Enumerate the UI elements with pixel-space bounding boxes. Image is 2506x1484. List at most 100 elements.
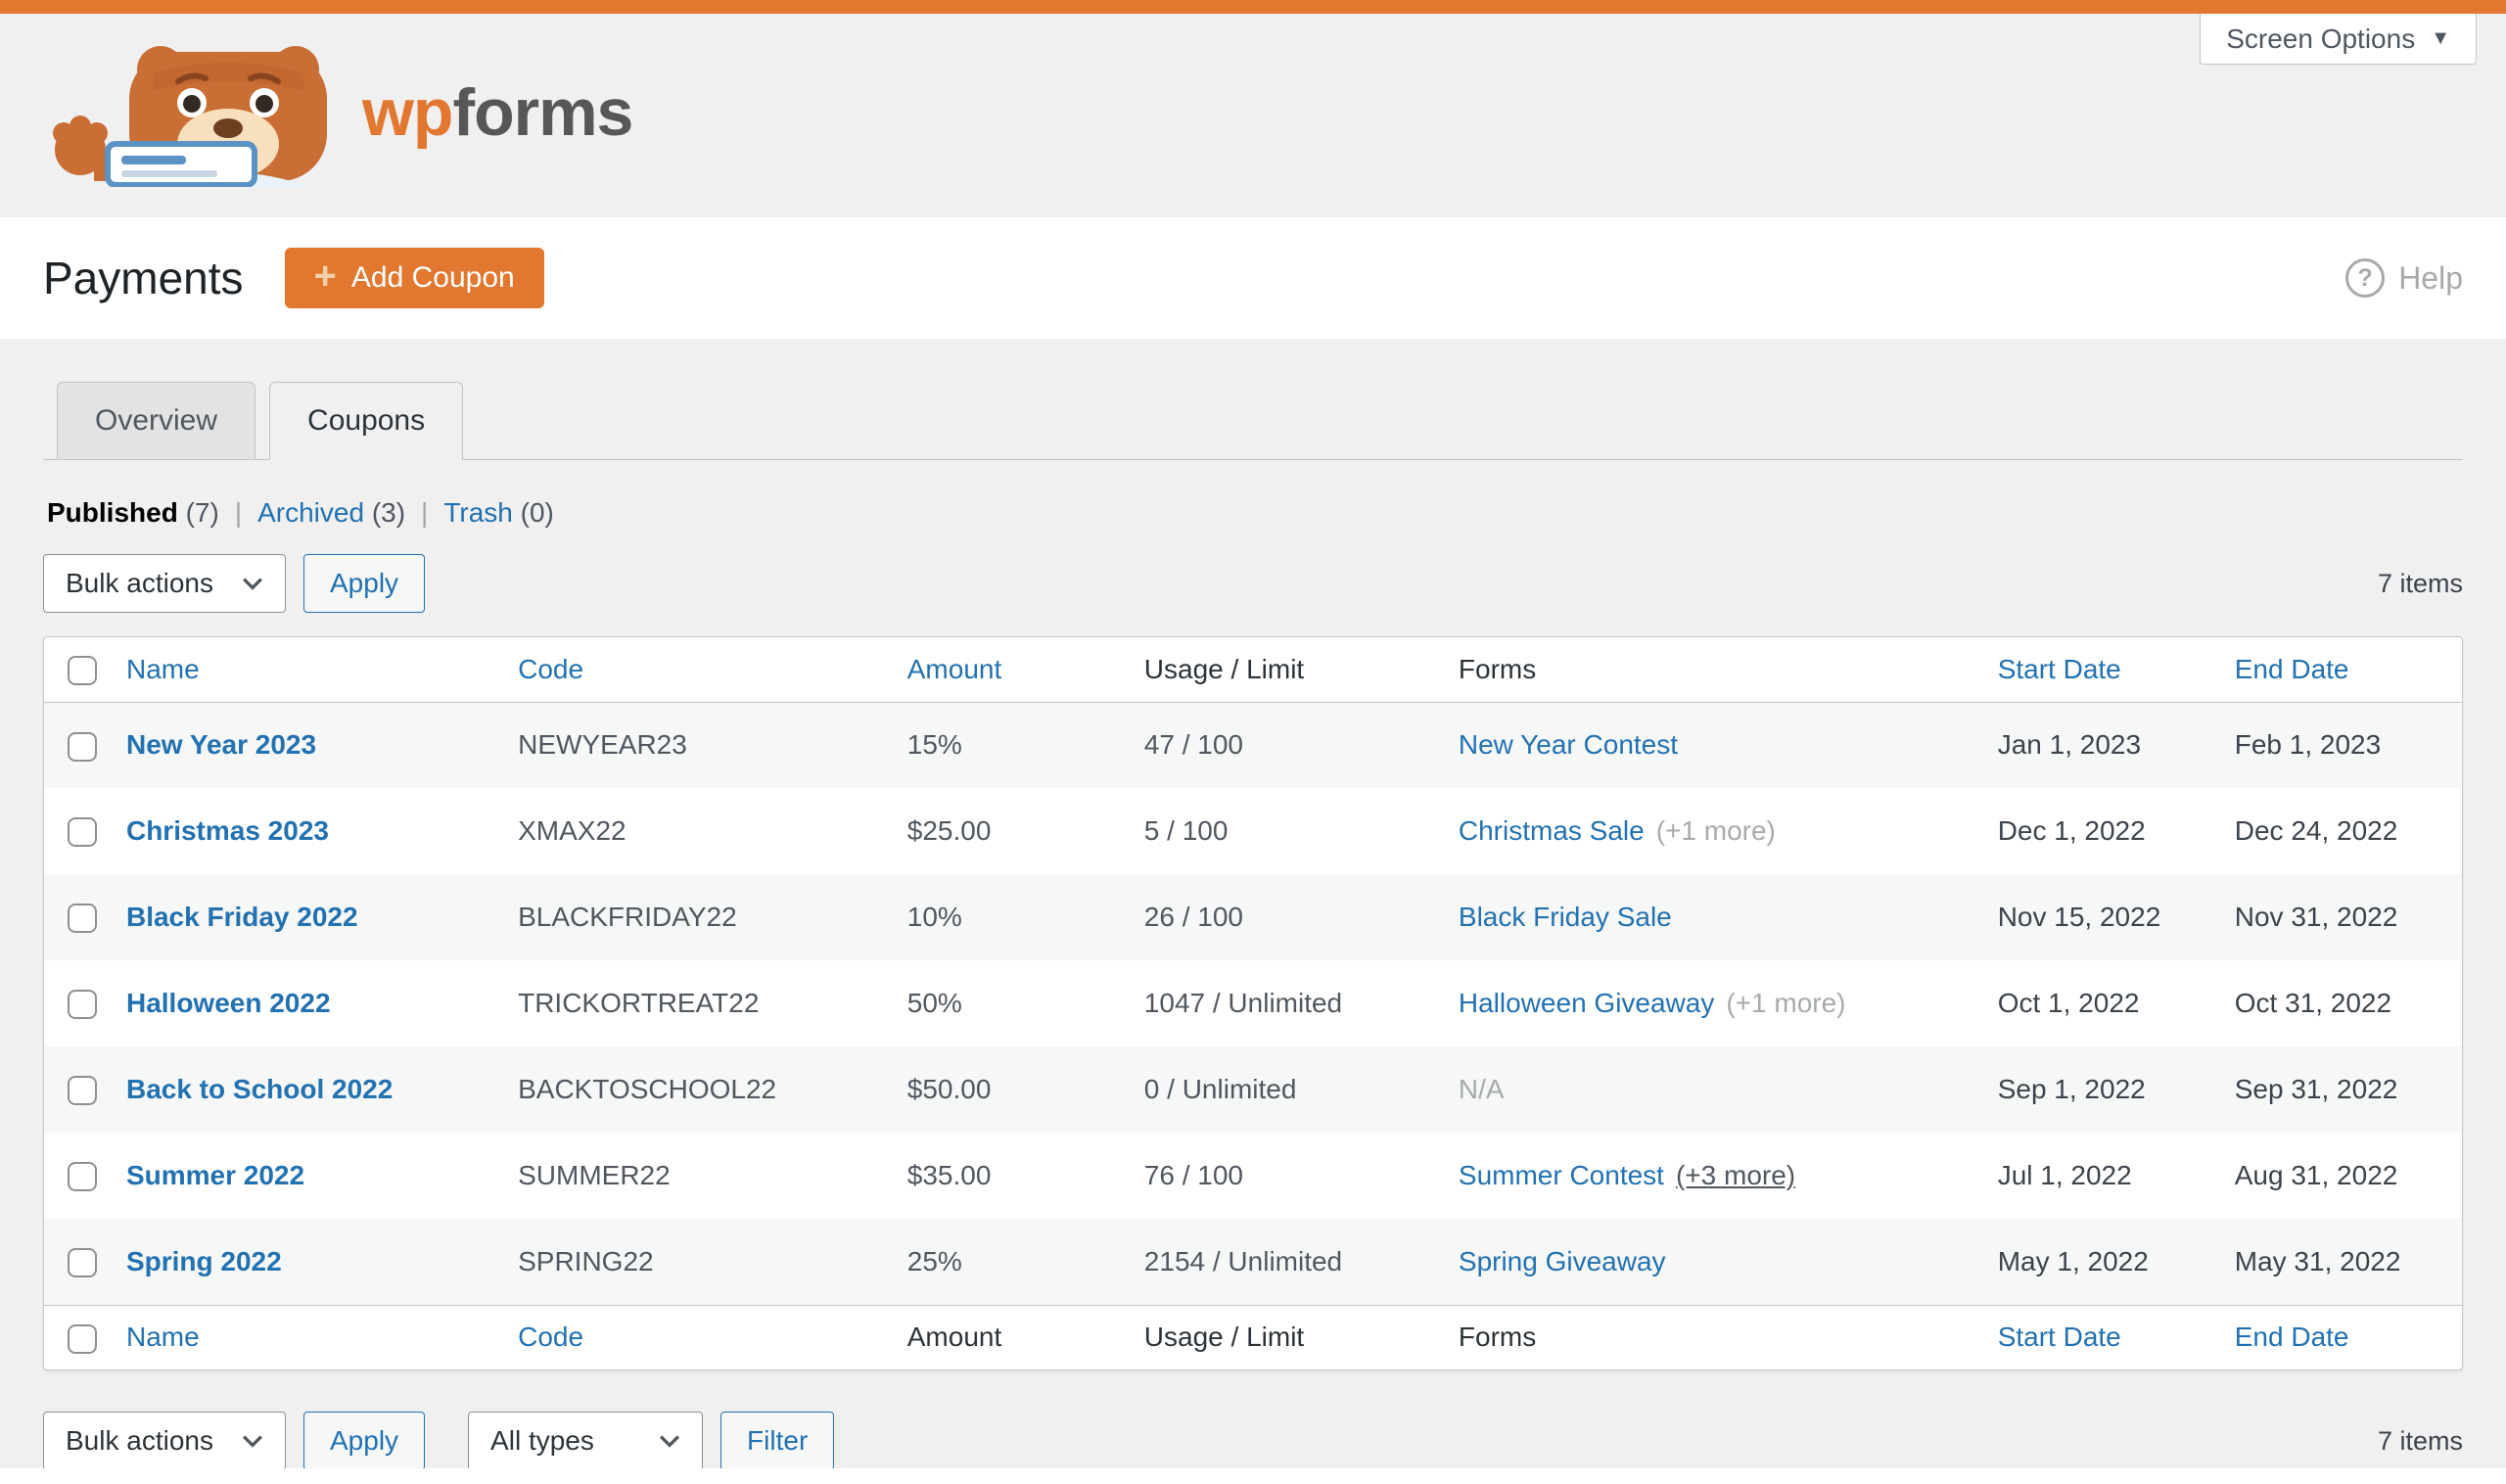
select-row-checkbox[interactable] xyxy=(68,1076,97,1106)
select-all-checkbox[interactable] xyxy=(68,656,97,686)
select-row-checkbox[interactable] xyxy=(68,731,97,762)
end-date-cell: Dec 24, 2022 xyxy=(2234,815,2398,846)
amount-cell: 10% xyxy=(906,902,962,932)
amount-cell: 25% xyxy=(906,1245,962,1276)
sort-end-date-header[interactable]: End Date xyxy=(2234,653,2349,684)
select-row-checkbox[interactable] xyxy=(68,1162,97,1192)
start-date-cell: Oct 1, 2022 xyxy=(1997,988,2140,1018)
start-date-cell: May 1, 2022 xyxy=(1997,1245,2149,1276)
end-date-cell: May 31, 2022 xyxy=(2234,1245,2401,1276)
items-count: 7 items xyxy=(2377,568,2463,598)
sort-name-footer[interactable]: Name xyxy=(125,1322,200,1353)
status-filter-links: Published (7) | Archived (3) | Trash (0) xyxy=(43,497,2463,529)
table-row: Spring 2022 SPRING22 25% 2154 / Unlimited Sp… xyxy=(44,1219,2462,1305)
amount-cell: $50.00 xyxy=(906,1074,992,1104)
screen-options-button[interactable]: Screen Options ▼ xyxy=(2200,14,2477,65)
name-cell: Halloween 2022 xyxy=(126,960,518,1046)
form-link[interactable]: Spring Giveaway xyxy=(1458,1245,1666,1276)
start-date-cell: Sep 1, 2022 xyxy=(1997,1074,2146,1104)
chevron-down-icon xyxy=(660,1435,680,1448)
end-date-cell: Feb 1, 2023 xyxy=(2234,729,2382,761)
form-link[interactable]: Black Friday Sale xyxy=(1458,902,1672,932)
usage-limit-cell: 26 / 100 xyxy=(1143,902,1243,932)
wpforms-wordmark: wpforms xyxy=(362,79,633,152)
forms-more-label: (+1 more) xyxy=(1726,988,1846,1018)
select-row-checkbox[interactable] xyxy=(68,990,97,1020)
apply-button[interactable]: Apply xyxy=(303,554,426,613)
plugin-header: wpforms Screen Options ▼ xyxy=(0,14,2506,217)
usage-limit-cell: 76 / 100 xyxy=(1143,1160,1243,1190)
admin-top-bar xyxy=(0,0,2506,14)
sort-start-date-footer[interactable]: Start Date xyxy=(1997,1322,2121,1353)
coupon-name-link[interactable]: New Year 2023 xyxy=(125,729,317,761)
type-filter-select[interactable]: All types xyxy=(468,1412,704,1470)
sort-name-header[interactable]: Name xyxy=(125,653,200,684)
coupons-table: Name Code Amount Usage / Limit Forms Sta… xyxy=(44,637,2462,1369)
start-date-cell: Jan 1, 2023 xyxy=(1997,729,2142,761)
tablenav-top: Bulk actions Apply 7 items xyxy=(43,554,2463,613)
forms-footer: Forms xyxy=(1458,1322,1537,1353)
usage-limit-cell: 0 / Unlimited xyxy=(1143,1074,1297,1104)
coupon-name-link[interactable]: Back to School 2022 xyxy=(125,1074,394,1104)
amount-cell: 50% xyxy=(906,988,962,1018)
table-row: Back to School 2022 BACKTOSCHOOL22 $50.00 0… xyxy=(44,1046,2462,1133)
filter-archived[interactable]: Archived (3) xyxy=(257,497,406,528)
code-cell: SPRING22 xyxy=(518,1245,654,1276)
sort-amount-header[interactable]: Amount xyxy=(906,653,1002,684)
form-link[interactable]: Christmas Sale xyxy=(1458,815,1645,846)
forms-cell: Halloween Giveaway (+1 more) xyxy=(1459,960,1998,1046)
coupon-name-link[interactable]: Halloween 2022 xyxy=(125,988,331,1018)
coupons-table-wrap: Name Code Amount Usage / Limit Forms Sta… xyxy=(43,636,2463,1370)
tab-coupons[interactable]: Coupons xyxy=(269,382,464,460)
sort-code-footer[interactable]: Code xyxy=(518,1322,584,1353)
sort-start-date-header[interactable]: Start Date xyxy=(1997,653,2121,684)
form-link[interactable]: Summer Contest xyxy=(1458,1160,1664,1190)
form-link[interactable]: New Year Contest xyxy=(1458,729,1679,761)
forms-more-link[interactable]: (+3 more) xyxy=(1675,1160,1796,1190)
name-cell: Black Friday 2022 xyxy=(126,874,518,960)
usage-limit-footer: Usage / Limit xyxy=(1143,1322,1305,1353)
forms-cell: Spring Giveaway xyxy=(1459,1219,1998,1305)
coupon-name-link[interactable]: Black Friday 2022 xyxy=(125,902,358,932)
filter-button[interactable]: Filter xyxy=(720,1412,835,1470)
name-cell: Summer 2022 xyxy=(126,1133,518,1219)
select-row-checkbox[interactable] xyxy=(68,817,97,848)
amount-cell: $25.00 xyxy=(906,815,992,846)
form-link[interactable]: Halloween Giveaway xyxy=(1458,988,1715,1018)
checkbox-cell xyxy=(44,874,126,960)
name-cell: Back to School 2022 xyxy=(126,1046,518,1133)
table-header-row: Name Code Amount Usage / Limit Forms Sta… xyxy=(44,637,2462,703)
select-all-checkbox[interactable] xyxy=(68,1323,97,1354)
tab-overview[interactable]: Overview xyxy=(57,382,256,460)
amount-footer: Amount xyxy=(906,1322,1002,1353)
forms-cell: New Year Contest xyxy=(1459,702,1998,788)
coupon-name-link[interactable]: Summer 2022 xyxy=(125,1160,305,1190)
sort-code-header[interactable]: Code xyxy=(518,653,584,684)
chevron-down-icon: ▼ xyxy=(2431,27,2450,49)
table-row: Black Friday 2022 BLACKFRIDAY22 10% 26 / 10… xyxy=(44,874,2462,960)
page-header: Payments + Add Coupon ? Help xyxy=(0,217,2506,339)
coupon-name-link[interactable]: Christmas 2023 xyxy=(125,815,329,846)
coupon-name-link[interactable]: Spring 2022 xyxy=(125,1245,282,1276)
select-row-checkbox[interactable] xyxy=(68,1248,97,1278)
amount-cell: $35.00 xyxy=(906,1160,992,1190)
table-row: New Year 2023 NEWYEAR23 15% 47 / 100 New Yea… xyxy=(44,702,2462,788)
forms-cell: Christmas Sale (+1 more) xyxy=(1459,788,1998,874)
help-icon: ? xyxy=(2345,258,2386,298)
usage-limit-cell: 1047 / Unlimited xyxy=(1143,988,1343,1018)
select-row-checkbox[interactable] xyxy=(68,904,97,934)
filter-published[interactable]: Published (7) xyxy=(47,497,219,528)
sort-end-date-footer[interactable]: End Date xyxy=(2234,1322,2349,1353)
separator: | xyxy=(421,497,429,528)
table-row: Halloween 2022 TRICKORTREAT22 50% 1047 / Un… xyxy=(44,960,2462,1046)
end-date-cell: Sep 31, 2022 xyxy=(2234,1074,2398,1104)
wordmark-wp: wp xyxy=(362,75,453,150)
end-date-cell: Aug 31, 2022 xyxy=(2234,1160,2398,1190)
filter-trash[interactable]: Trash (0) xyxy=(443,497,554,528)
help-link[interactable]: ? Help xyxy=(2345,258,2463,298)
add-coupon-button[interactable]: + Add Coupon xyxy=(284,248,544,308)
apply-button[interactable]: Apply xyxy=(303,1412,426,1470)
add-coupon-label: Add Coupon xyxy=(350,261,515,294)
bulk-actions-select[interactable]: Bulk actions xyxy=(43,1412,286,1470)
bulk-actions-select[interactable]: Bulk actions xyxy=(43,554,286,613)
